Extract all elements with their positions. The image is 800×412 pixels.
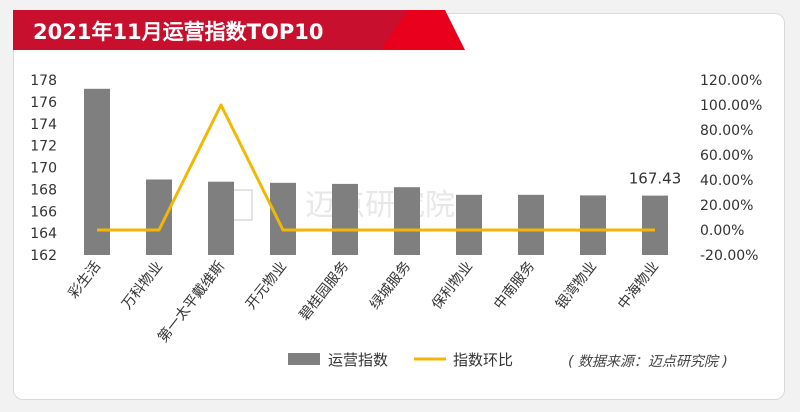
source-note: ( 数据来源：迈点研究院 ) — [568, 354, 728, 370]
legend-bar-label: 运营指数 — [328, 351, 388, 369]
y-left-tick-174: 174 — [30, 117, 57, 133]
bar-2 — [208, 181, 234, 255]
y-left-tick-166: 166 — [30, 204, 57, 220]
x-tick-2: 第一太平戴维斯 — [154, 258, 228, 346]
watermark: 迈点研究院 — [229, 188, 455, 223]
watermark-text: 迈点研究院 — [305, 188, 455, 223]
bar-0 — [84, 88, 110, 255]
y-right-tick-5: 80.00% — [700, 123, 753, 139]
x-tick-8: 银湾物业 — [552, 258, 600, 313]
legend-line-label: 指数环比 — [453, 351, 513, 369]
bar-8 — [580, 195, 606, 255]
banner-background — [13, 10, 408, 50]
title-banner: 2021年11月运营指数TOP10 — [13, 10, 465, 50]
data-label-9: 167.43 — [629, 170, 682, 188]
bar-4 — [332, 183, 358, 255]
legend: 运营指数 指数环比 — [288, 351, 513, 369]
y-right-tick-7: 120.00% — [700, 73, 762, 89]
x-tick-9: 中海物业 — [615, 259, 662, 313]
x-tick-3: 开元物业 — [243, 259, 290, 313]
y-left-tick-178: 178 — [30, 73, 57, 89]
bar-6 — [456, 194, 482, 255]
legend-bar-swatch — [288, 353, 320, 365]
bar-1 — [146, 179, 172, 255]
x-tick-6: 保利物业 — [429, 259, 476, 313]
y-left-tick-176: 176 — [30, 95, 57, 111]
bar-7 — [518, 194, 544, 255]
y-right-tick-4: 60.00% — [700, 148, 753, 164]
y-right-tick-0: -20.00% — [700, 248, 758, 264]
y-left-tick-162: 162 — [30, 248, 57, 264]
bar-9 — [642, 195, 668, 255]
y-right-tick-1: 0.00% — [700, 223, 744, 239]
bar-3 — [270, 182, 296, 255]
chart-title: 2021年11月运营指数TOP10 — [33, 20, 323, 44]
x-tick-1: 万科物业 — [119, 259, 166, 313]
y-right-tick-6: 100.00% — [700, 98, 762, 114]
y-left-tick-164: 164 — [30, 226, 57, 242]
x-tick-7: 中南服务 — [491, 259, 538, 313]
bar-5 — [394, 187, 420, 255]
y-right-tick-3: 40.00% — [700, 173, 753, 189]
y-right-tick-2: 20.00% — [700, 198, 753, 214]
x-tick-0: 彩生活 — [66, 259, 104, 302]
y-left-tick-172: 172 — [30, 139, 57, 155]
y-left-tick-170: 170 — [30, 161, 57, 177]
x-tick-4: 碧桂园服务 — [296, 259, 352, 324]
series-line-index-mom — [97, 103, 655, 232]
x-tick-5: 绿城服务 — [367, 259, 414, 313]
y-left-tick-168: 168 — [30, 182, 57, 198]
